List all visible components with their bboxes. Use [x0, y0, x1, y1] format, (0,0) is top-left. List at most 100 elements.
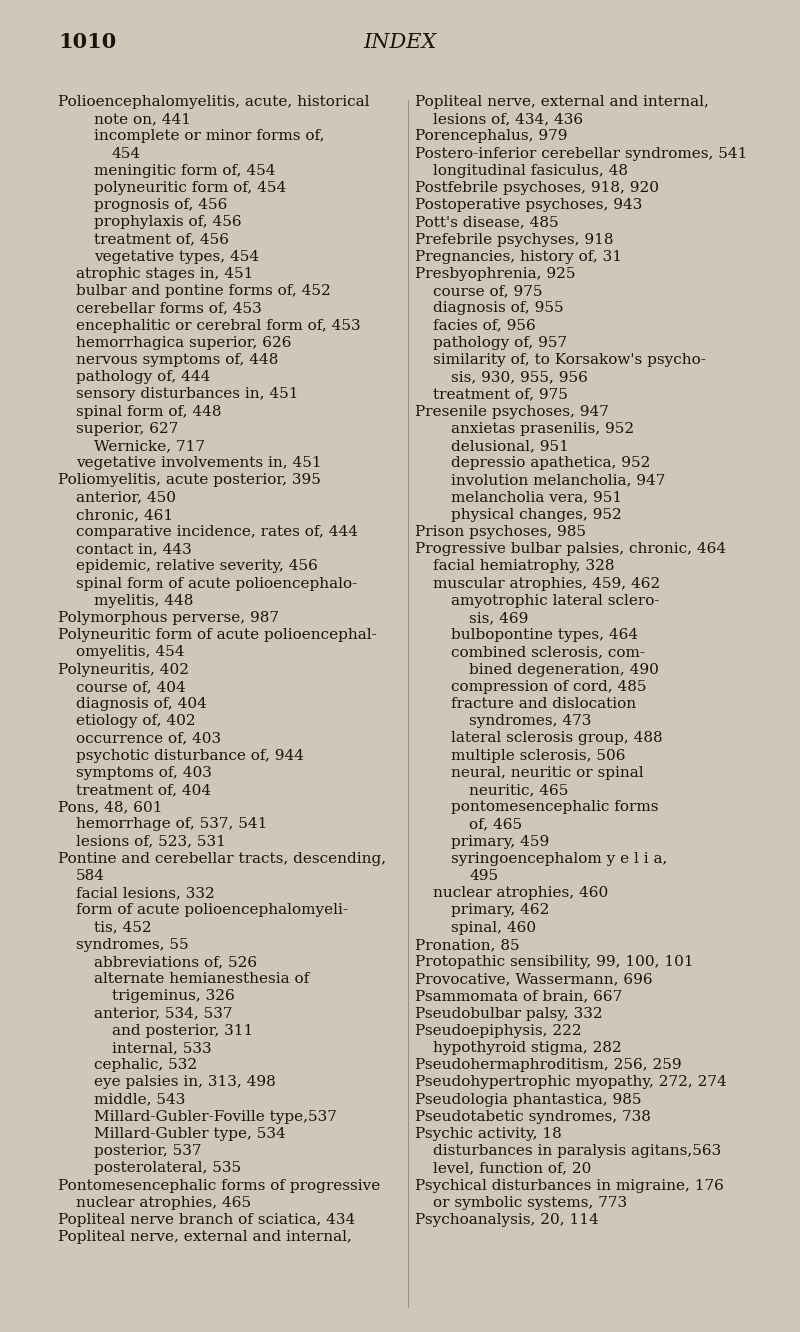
- Text: prognosis of, 456: prognosis of, 456: [94, 198, 227, 212]
- Text: anterior, 450: anterior, 450: [76, 490, 176, 505]
- Text: Prison psychoses, 985: Prison psychoses, 985: [415, 525, 586, 539]
- Text: 584: 584: [76, 868, 105, 883]
- Text: primary, 459: primary, 459: [451, 835, 550, 848]
- Text: psychotic disturbance of, 944: psychotic disturbance of, 944: [76, 749, 304, 763]
- Text: internal, 533: internal, 533: [112, 1042, 212, 1055]
- Text: omyelitis, 454: omyelitis, 454: [76, 646, 185, 659]
- Text: 454: 454: [112, 147, 141, 161]
- Text: Prefebrile psychyses, 918: Prefebrile psychyses, 918: [415, 233, 614, 246]
- Text: delusional, 951: delusional, 951: [451, 440, 569, 453]
- Text: Popliteal nerve, external and internal,: Popliteal nerve, external and internal,: [58, 1231, 352, 1244]
- Text: Polymorphous perverse, 987: Polymorphous perverse, 987: [58, 611, 279, 625]
- Text: facial hemiatrophy, 328: facial hemiatrophy, 328: [433, 559, 614, 573]
- Text: incomplete or minor forms of,: incomplete or minor forms of,: [94, 129, 325, 144]
- Text: pathology of, 957: pathology of, 957: [433, 336, 567, 350]
- Text: trigeminus, 326: trigeminus, 326: [112, 990, 234, 1003]
- Text: vegetative involvements in, 451: vegetative involvements in, 451: [76, 456, 322, 470]
- Text: lesions of, 523, 531: lesions of, 523, 531: [76, 835, 226, 848]
- Text: Polyneuritic form of acute polioencephal-: Polyneuritic form of acute polioencephal…: [58, 629, 377, 642]
- Text: bined degeneration, 490: bined degeneration, 490: [469, 662, 659, 677]
- Text: Poliomyelitis, acute posterior, 395: Poliomyelitis, acute posterior, 395: [58, 473, 321, 488]
- Text: Psychic activity, 18: Psychic activity, 18: [415, 1127, 562, 1142]
- Text: Progressive bulbar palsies, chronic, 464: Progressive bulbar palsies, chronic, 464: [415, 542, 726, 557]
- Text: eye palsies in, 313, 498: eye palsies in, 313, 498: [94, 1075, 276, 1090]
- Text: tis, 452: tis, 452: [94, 920, 152, 935]
- Text: syringoencephalom y e l i a,: syringoencephalom y e l i a,: [451, 851, 667, 866]
- Text: sis, 469: sis, 469: [469, 611, 528, 625]
- Text: Psychoanalysis, 20, 114: Psychoanalysis, 20, 114: [415, 1213, 598, 1227]
- Text: epidemic, relative severity, 456: epidemic, relative severity, 456: [76, 559, 318, 573]
- Text: spinal form of acute polioencephalo-: spinal form of acute polioencephalo-: [76, 577, 358, 590]
- Text: Porencephalus, 979: Porencephalus, 979: [415, 129, 567, 144]
- Text: posterolateral, 535: posterolateral, 535: [94, 1162, 241, 1175]
- Text: Pseudologia phantastica, 985: Pseudologia phantastica, 985: [415, 1092, 642, 1107]
- Text: Popliteal nerve branch of sciatica, 434: Popliteal nerve branch of sciatica, 434: [58, 1213, 355, 1227]
- Text: 495: 495: [469, 868, 498, 883]
- Text: Pott's disease, 485: Pott's disease, 485: [415, 216, 558, 229]
- Text: Postero-inferior cerebellar syndromes, 541: Postero-inferior cerebellar syndromes, 5…: [415, 147, 747, 161]
- Text: hypothyroid stigma, 282: hypothyroid stigma, 282: [433, 1042, 622, 1055]
- Text: Pseudohypertrophic myopathy, 272, 274: Pseudohypertrophic myopathy, 272, 274: [415, 1075, 726, 1090]
- Text: lesions of, 434, 436: lesions of, 434, 436: [433, 112, 583, 127]
- Text: bulbopontine types, 464: bulbopontine types, 464: [451, 629, 638, 642]
- Text: similarity of, to Korsakow's psycho-: similarity of, to Korsakow's psycho-: [433, 353, 706, 368]
- Text: combined sclerosis, com-: combined sclerosis, com-: [451, 646, 645, 659]
- Text: middle, 543: middle, 543: [94, 1092, 186, 1107]
- Text: compression of cord, 485: compression of cord, 485: [451, 679, 646, 694]
- Text: posterior, 537: posterior, 537: [94, 1144, 202, 1159]
- Text: encephalitic or cerebral form of, 453: encephalitic or cerebral form of, 453: [76, 318, 361, 333]
- Text: nervous symptoms of, 448: nervous symptoms of, 448: [76, 353, 278, 368]
- Text: Postoperative psychoses, 943: Postoperative psychoses, 943: [415, 198, 642, 212]
- Text: lateral sclerosis group, 488: lateral sclerosis group, 488: [451, 731, 662, 746]
- Text: spinal form of, 448: spinal form of, 448: [76, 405, 222, 418]
- Text: prophylaxis of, 456: prophylaxis of, 456: [94, 216, 242, 229]
- Text: treatment of, 975: treatment of, 975: [433, 388, 568, 401]
- Text: of, 465: of, 465: [469, 818, 522, 831]
- Text: abbreviations of, 526: abbreviations of, 526: [94, 955, 257, 968]
- Text: involution melancholia, 947: involution melancholia, 947: [451, 473, 666, 488]
- Text: syndromes, 55: syndromes, 55: [76, 938, 189, 952]
- Text: cephalic, 532: cephalic, 532: [94, 1058, 197, 1072]
- Text: sis, 930, 955, 956: sis, 930, 955, 956: [451, 370, 588, 384]
- Text: meningitic form of, 454: meningitic form of, 454: [94, 164, 275, 177]
- Text: Presbyophrenia, 925: Presbyophrenia, 925: [415, 266, 575, 281]
- Text: vegetative types, 454: vegetative types, 454: [94, 250, 259, 264]
- Text: Wernicke, 717: Wernicke, 717: [94, 440, 205, 453]
- Text: polyneuritic form of, 454: polyneuritic form of, 454: [94, 181, 286, 194]
- Text: Pontine and cerebellar tracts, descending,: Pontine and cerebellar tracts, descendin…: [58, 851, 386, 866]
- Text: or symbolic systems, 773: or symbolic systems, 773: [433, 1196, 627, 1209]
- Text: comparative incidence, rates of, 444: comparative incidence, rates of, 444: [76, 525, 358, 539]
- Text: Pseudoepiphysis, 222: Pseudoepiphysis, 222: [415, 1024, 582, 1038]
- Text: Polyneuritis, 402: Polyneuritis, 402: [58, 662, 189, 677]
- Text: melancholia vera, 951: melancholia vera, 951: [451, 490, 622, 505]
- Text: symptoms of, 403: symptoms of, 403: [76, 766, 212, 779]
- Text: primary, 462: primary, 462: [451, 903, 550, 918]
- Text: superior, 627: superior, 627: [76, 422, 178, 436]
- Text: Provocative, Wassermann, 696: Provocative, Wassermann, 696: [415, 972, 653, 986]
- Text: treatment of, 456: treatment of, 456: [94, 233, 229, 246]
- Text: Psammomata of brain, 667: Psammomata of brain, 667: [415, 990, 622, 1003]
- Text: contact in, 443: contact in, 443: [76, 542, 192, 557]
- Text: 1010: 1010: [58, 32, 116, 52]
- Text: Psychical disturbances in migraine, 176: Psychical disturbances in migraine, 176: [415, 1179, 724, 1192]
- Text: neural, neuritic or spinal: neural, neuritic or spinal: [451, 766, 644, 779]
- Text: form of acute polioencephalomyeli-: form of acute polioencephalomyeli-: [76, 903, 348, 918]
- Text: Protopathic sensibility, 99, 100, 101: Protopathic sensibility, 99, 100, 101: [415, 955, 694, 968]
- Text: cerebellar forms of, 453: cerebellar forms of, 453: [76, 301, 262, 316]
- Text: Polioencephalomyelitis, acute, historical: Polioencephalomyelitis, acute, historica…: [58, 95, 370, 109]
- Text: Pons, 48, 601: Pons, 48, 601: [58, 801, 162, 814]
- Text: pathology of, 444: pathology of, 444: [76, 370, 210, 384]
- Text: chronic, 461: chronic, 461: [76, 507, 173, 522]
- Text: anterior, 534, 537: anterior, 534, 537: [94, 1007, 233, 1020]
- Text: nuclear atrophies, 465: nuclear atrophies, 465: [76, 1196, 251, 1209]
- Text: facies of, 956: facies of, 956: [433, 318, 536, 333]
- Text: atrophic stages in, 451: atrophic stages in, 451: [76, 266, 254, 281]
- Text: hemorrhagica superior, 626: hemorrhagica superior, 626: [76, 336, 291, 350]
- Text: myelitis, 448: myelitis, 448: [94, 594, 194, 607]
- Text: nuclear atrophies, 460: nuclear atrophies, 460: [433, 886, 608, 900]
- Text: Pseudohermaphroditism, 256, 259: Pseudohermaphroditism, 256, 259: [415, 1058, 682, 1072]
- Text: occurrence of, 403: occurrence of, 403: [76, 731, 221, 746]
- Text: bulbar and pontine forms of, 452: bulbar and pontine forms of, 452: [76, 284, 330, 298]
- Text: Millard-Gubler type, 534: Millard-Gubler type, 534: [94, 1127, 286, 1142]
- Text: Pregnancies, history of, 31: Pregnancies, history of, 31: [415, 250, 622, 264]
